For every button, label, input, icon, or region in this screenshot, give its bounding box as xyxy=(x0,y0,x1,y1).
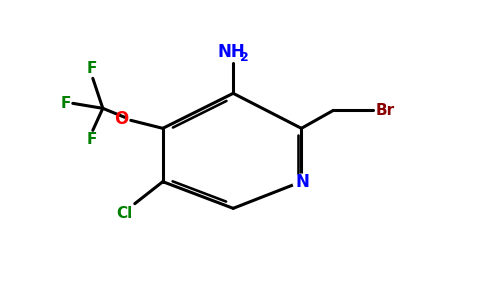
Text: O: O xyxy=(115,110,129,128)
Text: N: N xyxy=(295,173,309,191)
Text: Cl: Cl xyxy=(117,206,133,221)
Text: NH: NH xyxy=(217,43,245,61)
Text: F: F xyxy=(87,61,97,76)
Text: 2: 2 xyxy=(240,51,249,64)
Text: F: F xyxy=(60,96,71,111)
Text: F: F xyxy=(87,132,97,147)
Text: Br: Br xyxy=(376,103,394,118)
